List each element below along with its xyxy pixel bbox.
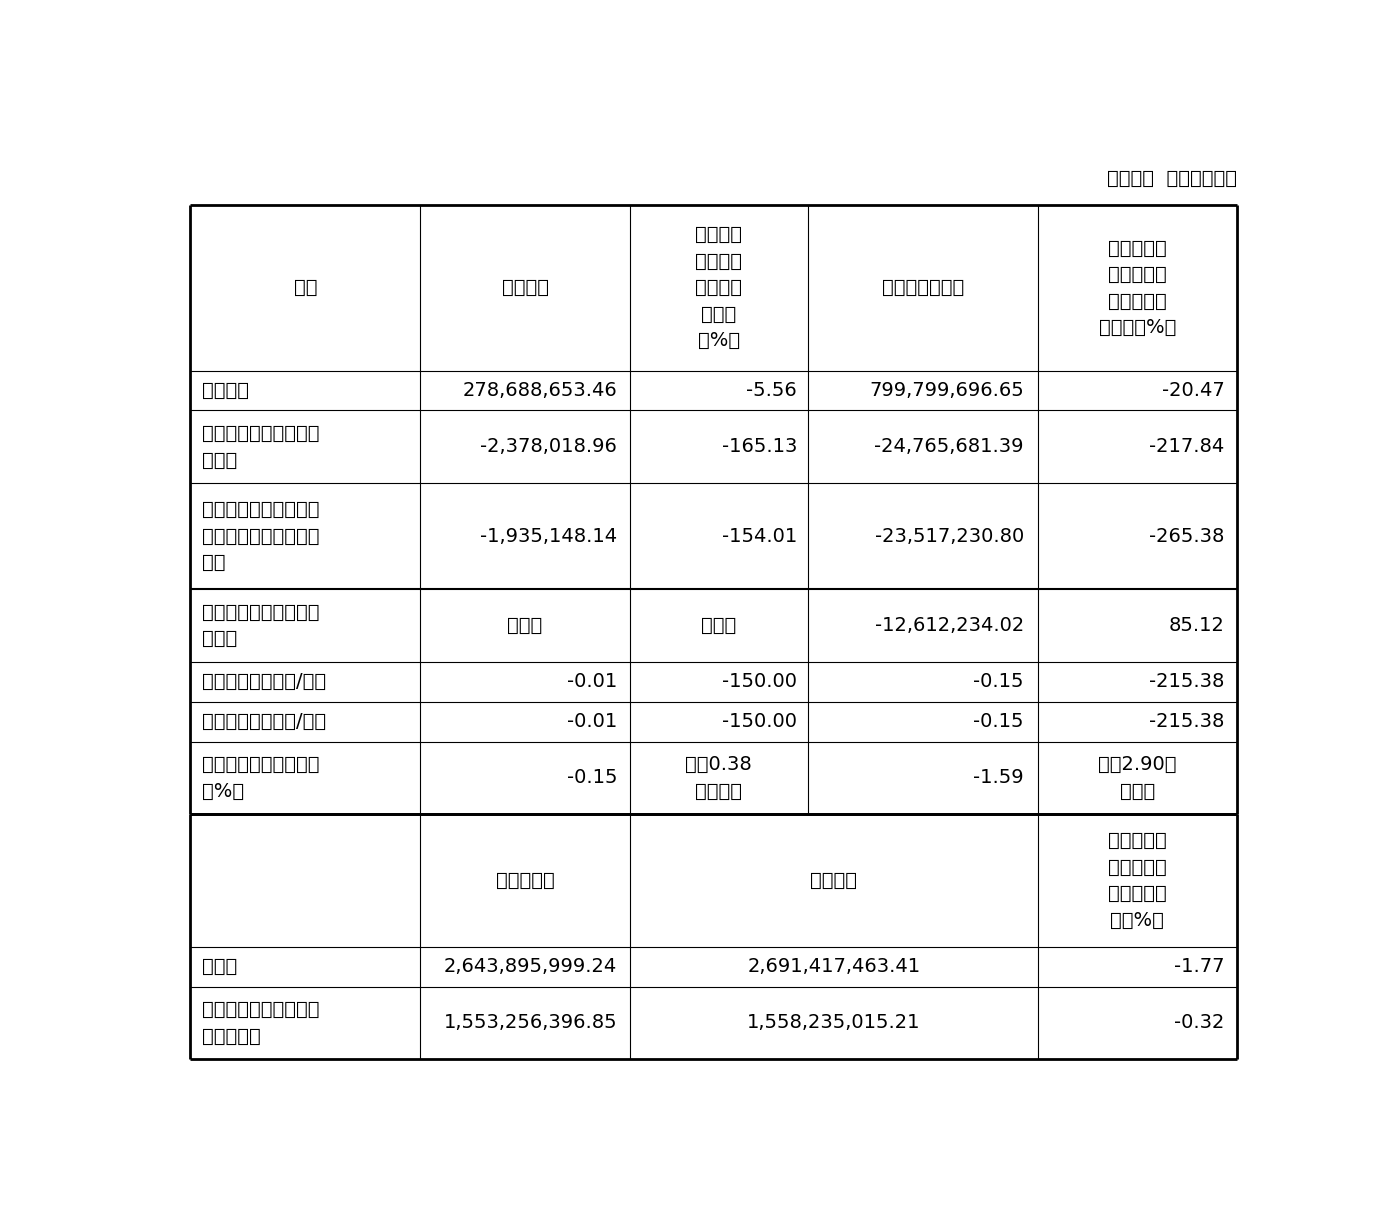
Text: 项目: 项目 bbox=[294, 279, 317, 298]
Text: -150.00: -150.00 bbox=[722, 673, 796, 691]
Text: 上年度末: 上年度末 bbox=[810, 871, 857, 890]
Text: 799,799,696.65: 799,799,696.65 bbox=[869, 381, 1025, 400]
Text: -2,378,018.96: -2,378,018.96 bbox=[480, 438, 617, 456]
Text: -265.38: -265.38 bbox=[1150, 527, 1225, 546]
Text: 2,643,895,999.24: 2,643,895,999.24 bbox=[444, 958, 617, 976]
Text: -0.32: -0.32 bbox=[1175, 1013, 1225, 1032]
Text: 归属于上市公司股东的
所有者权益: 归属于上市公司股东的 所有者权益 bbox=[202, 1000, 319, 1046]
Text: 不适用: 不适用 bbox=[702, 616, 736, 636]
Text: -1.59: -1.59 bbox=[973, 768, 1025, 788]
Text: 本报告期末
比上年度末
增减变动幅
度（%）: 本报告期末 比上年度末 增减变动幅 度（%） bbox=[1108, 831, 1166, 930]
Text: -215.38: -215.38 bbox=[1150, 713, 1225, 731]
Text: 85.12: 85.12 bbox=[1169, 616, 1225, 636]
Text: 归属于上市公司股东的
净利润: 归属于上市公司股东的 净利润 bbox=[202, 425, 319, 469]
Text: 年初至报告
期末比上年
同期增减变
动幅度（%）: 年初至报告 期末比上年 同期增减变 动幅度（%） bbox=[1098, 239, 1176, 338]
Text: -24,765,681.39: -24,765,681.39 bbox=[874, 438, 1025, 456]
Text: 加权平均净资产收益率
（%）: 加权平均净资产收益率 （%） bbox=[202, 755, 319, 801]
Text: -150.00: -150.00 bbox=[722, 713, 796, 731]
Text: -0.15: -0.15 bbox=[973, 673, 1025, 691]
Text: -215.38: -215.38 bbox=[1150, 673, 1225, 691]
Text: 本报告期
比上年同
期增减变
动幅度
（%）: 本报告期 比上年同 期增减变 动幅度 （%） bbox=[695, 226, 742, 351]
Text: -165.13: -165.13 bbox=[721, 438, 796, 456]
Text: 278,688,653.46: 278,688,653.46 bbox=[462, 381, 617, 400]
Text: 营业收入: 营业收入 bbox=[202, 381, 249, 400]
Text: -0.01: -0.01 bbox=[567, 673, 617, 691]
Text: 经营活动产生的现金流
量净额: 经营活动产生的现金流 量净额 bbox=[202, 603, 319, 649]
Text: 1,558,235,015.21: 1,558,235,015.21 bbox=[748, 1013, 920, 1032]
Text: 归属于上市公司股东的
扣除非经常性损益的净
利润: 归属于上市公司股东的 扣除非经常性损益的净 利润 bbox=[202, 500, 319, 572]
Text: 总资产: 总资产 bbox=[202, 958, 237, 976]
Text: -23,517,230.80: -23,517,230.80 bbox=[874, 527, 1025, 546]
Text: 本报告期: 本报告期 bbox=[501, 279, 548, 298]
Text: -5.56: -5.56 bbox=[746, 381, 796, 400]
Text: -154.01: -154.01 bbox=[721, 527, 796, 546]
Text: 基本每股收益（元/股）: 基本每股收益（元/股） bbox=[202, 673, 326, 691]
Text: 稼释每股收益（元/股）: 稼释每股收益（元/股） bbox=[202, 713, 326, 731]
Text: -0.01: -0.01 bbox=[567, 713, 617, 731]
Text: 2,691,417,463.41: 2,691,417,463.41 bbox=[748, 958, 920, 976]
Text: 年初至报告期末: 年初至报告期末 bbox=[881, 279, 963, 298]
Text: 单位：元  币种：人民币: 单位：元 币种：人民币 bbox=[1107, 169, 1236, 188]
Text: -0.15: -0.15 bbox=[567, 768, 617, 788]
Text: -20.47: -20.47 bbox=[1162, 381, 1225, 400]
Text: -1.77: -1.77 bbox=[1175, 958, 1225, 976]
Text: 减少2.90个
百分点: 减少2.90个 百分点 bbox=[1098, 755, 1176, 801]
Text: -0.15: -0.15 bbox=[973, 713, 1025, 731]
Text: 1,553,256,396.85: 1,553,256,396.85 bbox=[444, 1013, 617, 1032]
Text: -217.84: -217.84 bbox=[1150, 438, 1225, 456]
Text: 本报告期末: 本报告期末 bbox=[496, 871, 554, 890]
Text: 不适用: 不适用 bbox=[508, 616, 543, 636]
Text: -12,612,234.02: -12,612,234.02 bbox=[874, 616, 1025, 636]
Text: -1,935,148.14: -1,935,148.14 bbox=[480, 527, 617, 546]
Text: 减少0.38
个百分点: 减少0.38 个百分点 bbox=[685, 755, 752, 801]
